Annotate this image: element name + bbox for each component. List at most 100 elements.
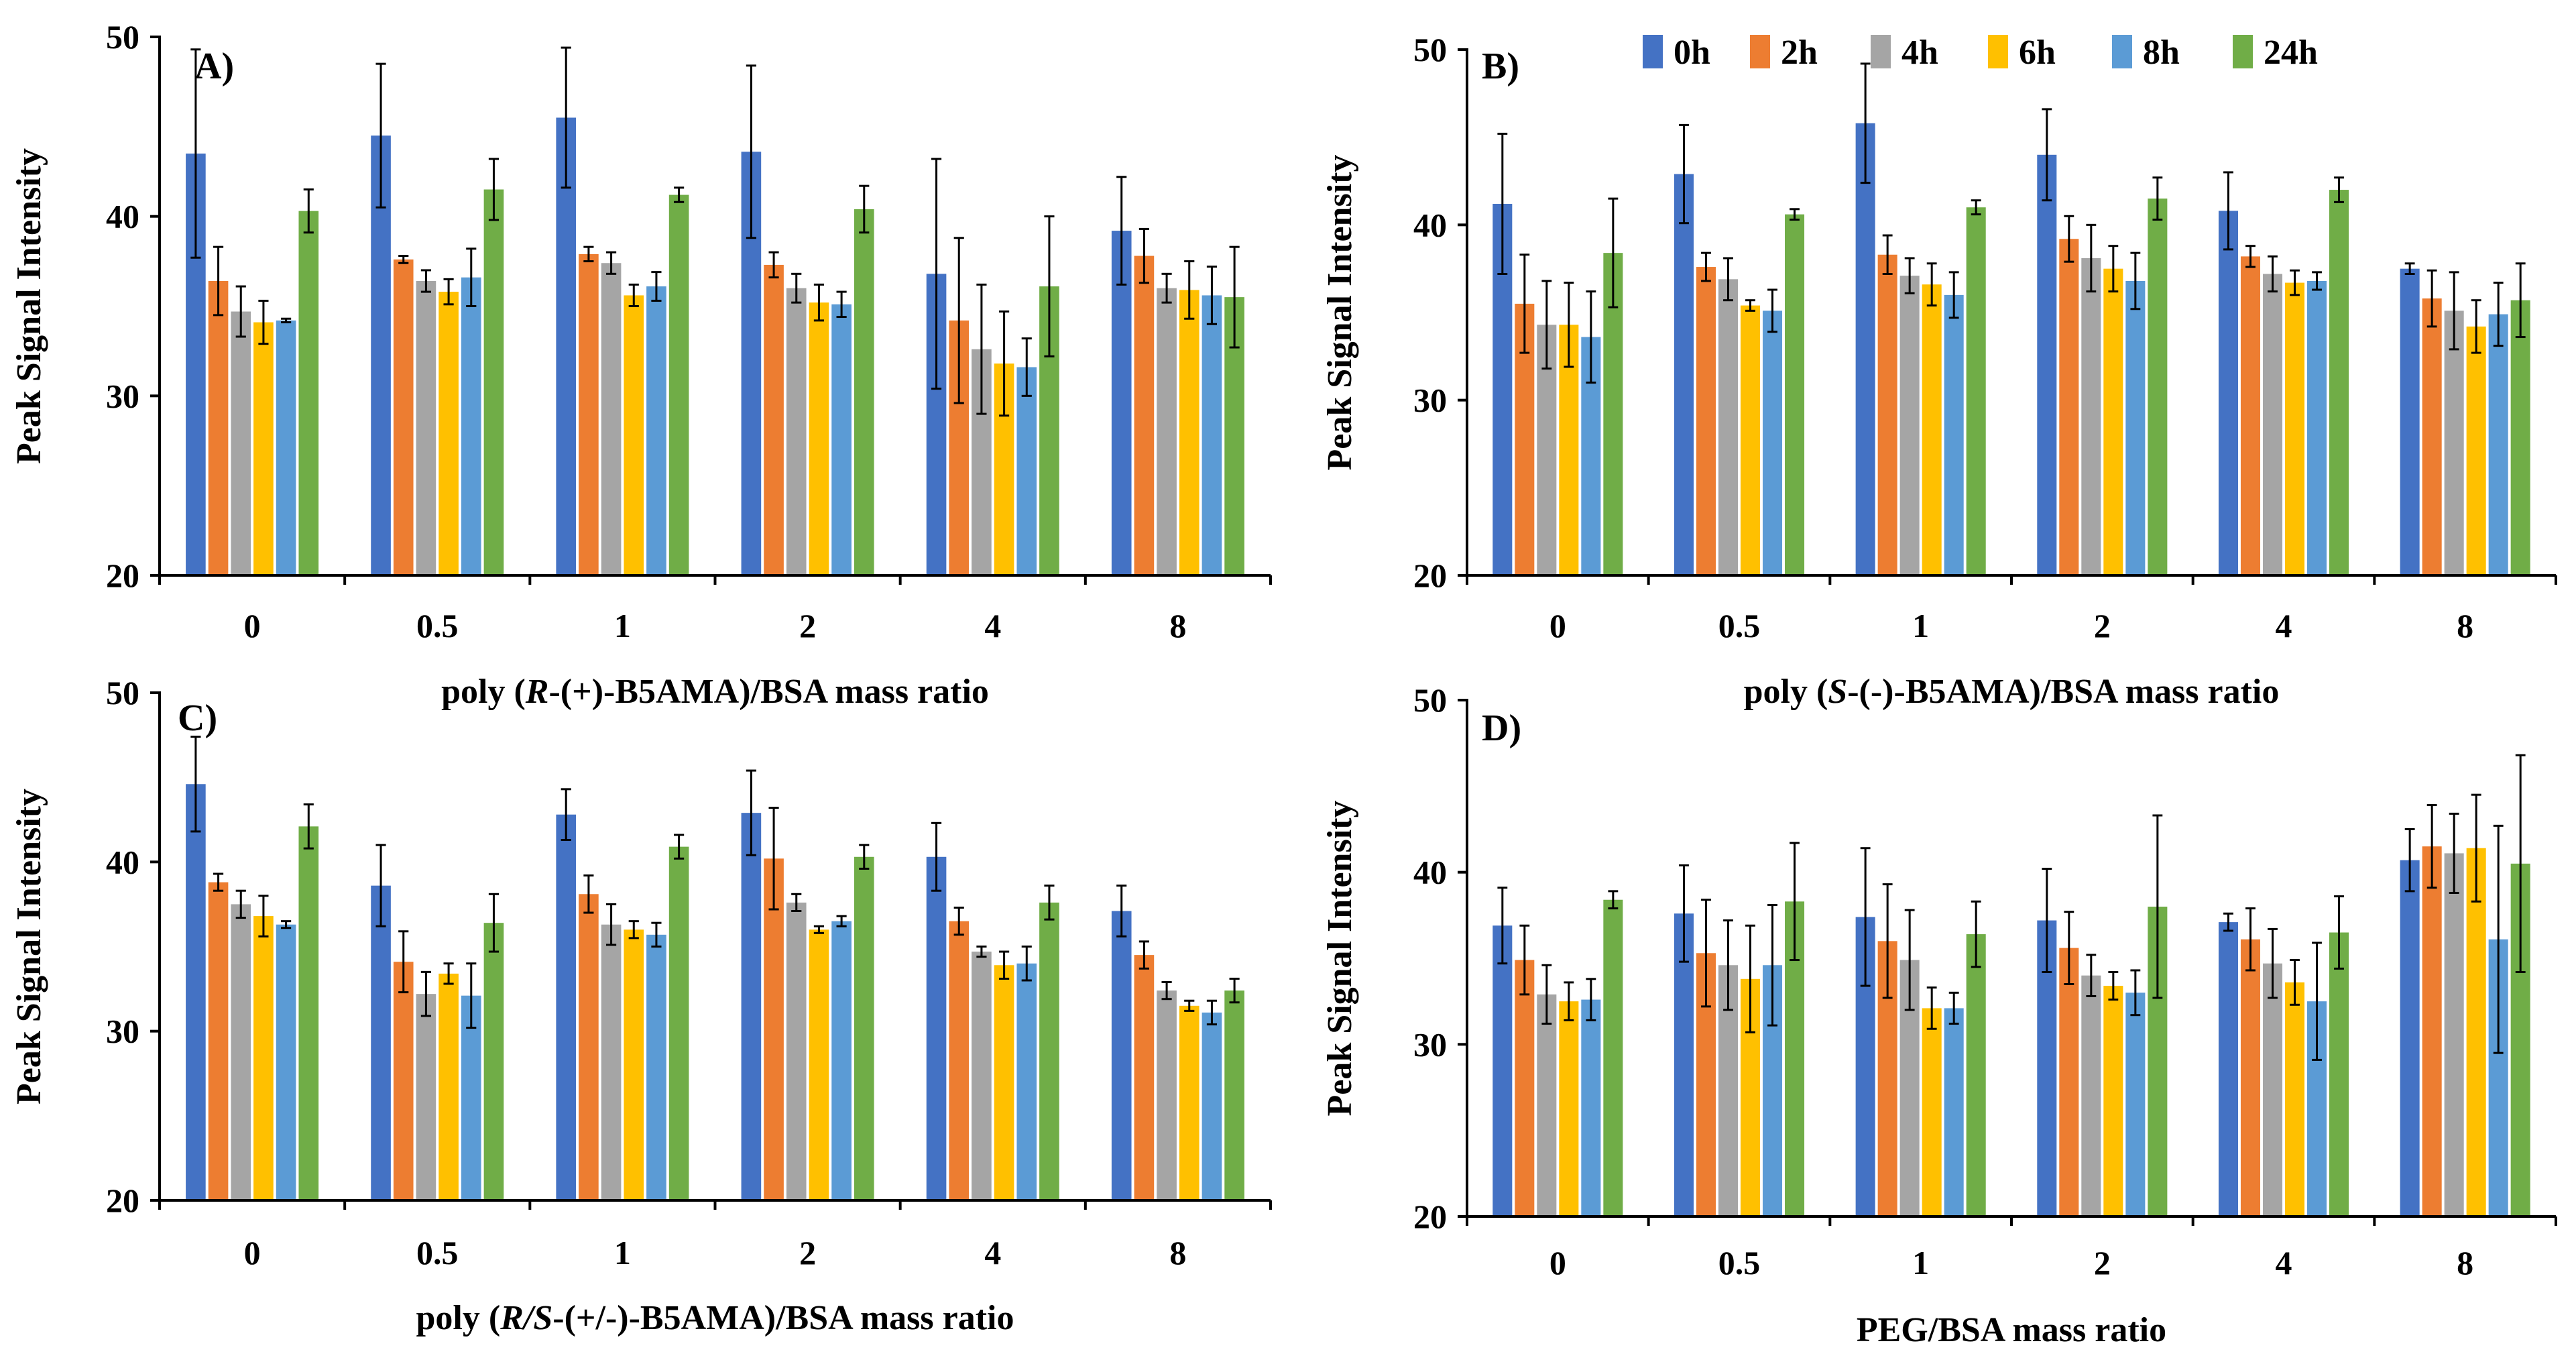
bar-8h-0: [276, 924, 296, 1200]
bar-6h-4: [2284, 982, 2305, 1216]
bar-2h-2: [2059, 239, 2079, 575]
bar-4h-4: [972, 952, 992, 1200]
x-axis-title-part: poly (: [441, 673, 526, 711]
bar-8h-1: [646, 286, 666, 575]
x-tick-label: 8: [2457, 607, 2473, 644]
panel-label: B): [1482, 46, 1519, 87]
bar-2h-1: [579, 253, 599, 575]
bar-0h-8: [2400, 860, 2420, 1216]
legend-label: 8h: [2143, 34, 2180, 72]
x-tick-label: 4: [2276, 1244, 2292, 1282]
y-tick-label: 50: [1413, 681, 1447, 719]
bar-8h-2: [831, 921, 852, 1200]
bar-8h-4: [2306, 280, 2327, 575]
legend-swatch-0h: [1643, 35, 1663, 68]
panel-label: D): [1482, 707, 1521, 749]
bar-4h-8: [2444, 310, 2464, 575]
bar-4h-2: [2081, 258, 2101, 575]
bar-6h-8: [1179, 290, 1199, 575]
bar-24h-0.5: [483, 189, 504, 575]
y-tick-label: 40: [1413, 206, 1447, 243]
y-tick-label: 30: [1413, 382, 1447, 419]
bar-2h-0: [1515, 960, 1535, 1216]
bar-8h-0.5: [461, 277, 481, 575]
x-tick-label: 4: [984, 607, 1001, 644]
bar-0h-0.5: [371, 885, 391, 1200]
bar-24h-1: [668, 846, 689, 1200]
x-tick-label: 0: [1549, 607, 1566, 644]
x-axis-title: poly (S-(-)-B5AMA)/BSA mass ratio: [1744, 673, 2280, 711]
y-tick-label: 50: [1413, 31, 1447, 68]
x-axis-title-part: poly (: [416, 1299, 501, 1337]
bar-24h-1: [668, 194, 689, 576]
bar-6h-1: [1922, 1008, 1942, 1216]
bar-2h-2: [2059, 948, 2079, 1216]
bar-2h-0.5: [1696, 267, 1716, 575]
bar-4h-2: [2081, 975, 2101, 1216]
bar-6h-4: [2284, 282, 2305, 575]
y-tick-label: 50: [106, 18, 139, 56]
bar-4h-0: [231, 311, 251, 575]
panel-label: A): [194, 46, 234, 87]
x-tick-label: 1: [1912, 607, 1929, 644]
legend-swatch-6h: [1988, 35, 2008, 68]
chart-panel-a: 20 30 40 50 0 0.5 1 2 4 8 poly (R-(+)-B5AMA)/BSA m…: [10, 18, 1272, 711]
bar-24h-8: [2510, 300, 2530, 575]
bar-6h-0.5: [438, 292, 459, 575]
chart-panel-d: 20 30 40 50 0 0.5 1 2 4 8 PEG/BSA mass ratio Peak S…: [1321, 681, 2557, 1349]
bar-0h-8: [2400, 268, 2420, 575]
bar-4h-8: [2444, 853, 2464, 1216]
x-tick-label: 0: [1549, 1244, 1566, 1282]
x-tick-label: 2: [799, 607, 816, 644]
bar-2h-0: [208, 882, 229, 1200]
bar-4h-1: [1899, 276, 1920, 575]
bar-24h-0.5: [1784, 214, 1805, 575]
bar-6h-0: [1559, 1001, 1579, 1216]
bar-6h-8: [1179, 1005, 1199, 1200]
legend-swatch-8h: [2112, 35, 2132, 68]
bar-2h-0.5: [393, 962, 414, 1200]
bar-0h-4: [926, 856, 947, 1200]
x-tick-label: 0.5: [1718, 607, 1761, 644]
x-axis-title: poly (R-(+)-B5AMA)/BSA mass ratio: [441, 673, 989, 711]
bar-2h-4: [2240, 256, 2261, 575]
legend-label: 6h: [2019, 34, 2056, 72]
y-tick-label: 40: [106, 198, 139, 235]
bar-8h-2: [2125, 280, 2146, 575]
x-tick-label: 2: [2094, 607, 2111, 644]
legend: 0h 2h 4h 6h 8h 24h: [1643, 34, 2318, 72]
bar-8h-0: [1581, 999, 1601, 1216]
bar-0h-0: [186, 784, 206, 1200]
bar-24h-0: [298, 211, 319, 575]
bar-4h-4: [2262, 963, 2283, 1216]
bar-6h-1: [624, 295, 644, 575]
bar-8h-8: [1202, 1012, 1222, 1200]
legend-label: 2h: [1781, 34, 1818, 72]
y-tick-label: 30: [1413, 1025, 1447, 1063]
x-tick-label: 2: [2094, 1244, 2111, 1282]
bar-2h-2: [764, 264, 784, 575]
bar-8h-1: [1944, 294, 1964, 575]
x-tick-label: 4: [2276, 607, 2292, 644]
bar-6h-1: [1922, 284, 1942, 575]
bar-0h-0.5: [1674, 913, 1694, 1216]
y-tick-label: 20: [1413, 1198, 1447, 1235]
panel-label: C): [178, 697, 217, 739]
bar-24h-2: [854, 856, 874, 1200]
y-axis-title: Peak Signal Intensity: [10, 789, 48, 1104]
bar-0h-0: [1492, 925, 1513, 1216]
bar-4h-1: [601, 263, 622, 575]
x-axis-title: PEG/BSA mass ratio: [1857, 1311, 2166, 1349]
legend-label: 4h: [1901, 34, 1938, 72]
bar-8h-4: [1016, 367, 1037, 575]
bar-4h-2: [786, 902, 807, 1200]
bar-2h-8: [1134, 955, 1155, 1200]
bar-4h-0: [231, 904, 251, 1200]
bar-24h-2: [854, 209, 874, 576]
bar-24h-8: [1224, 990, 1244, 1200]
x-axis-title-part: poly (: [1744, 673, 1828, 711]
bar-8h-8: [1202, 295, 1222, 575]
y-axis-title: Peak Signal Intensity: [1321, 801, 1359, 1117]
bar-4h-8: [1157, 288, 1177, 575]
